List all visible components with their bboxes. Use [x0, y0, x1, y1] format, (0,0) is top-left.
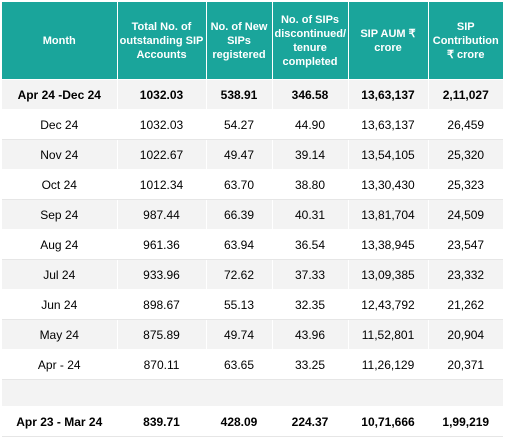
discontinued-sips-cell: 40.31: [272, 199, 349, 230]
table-row: Dec 24 1032.03 54.27 44.90 13,63,137 26,459: [2, 109, 503, 140]
month-cell: Apr - 24: [2, 349, 118, 380]
sip-contribution-cell: 26,459: [428, 109, 503, 140]
outstanding-accounts-cell: 898.67: [117, 289, 207, 320]
previous-year-total-row: Apr 23 - Mar 24 839.71 428.09 224.37 10,71,6…: [2, 406, 503, 437]
sip-contribution-cell: 20,904: [428, 319, 503, 350]
sip-aum-cell: 13,63,137: [348, 79, 429, 110]
new-sips-cell: 63.65: [206, 349, 273, 380]
month-cell: Oct 24: [2, 169, 118, 200]
table-row: Oct 24 1012.34 63.70 38.80 13,30,430 25,323: [2, 169, 503, 200]
new-sips-cell: 49.74: [206, 319, 273, 350]
sip-aum-cell: 13,09,385: [348, 259, 429, 290]
discontinued-sips-cell: 346.58: [272, 79, 349, 110]
discontinued-sips-cell: 36.54: [272, 229, 349, 260]
sip-aum-cell: 13,54,105: [348, 139, 429, 170]
sip-contribution-cell: 20,371: [428, 349, 503, 380]
new-sips-cell: 63.70: [206, 169, 273, 200]
sip-aum-cell: 13,38,945: [348, 229, 429, 260]
new-sips-cell: 63.94: [206, 229, 273, 260]
new-sips-cell: 66.39: [206, 199, 273, 230]
summary-row: Apr 24 -Dec 24 1032.03 538.91 346.58 13,63,1…: [2, 79, 503, 110]
spacer-cell: [2, 379, 503, 407]
sip-aum-cell: 11,52,801: [348, 319, 429, 350]
outstanding-accounts-cell: 987.44: [117, 199, 207, 230]
month-cell: Dec 24: [2, 109, 118, 140]
new-sips-cell: 55.13: [206, 289, 273, 320]
month-cell: Jun 24: [2, 289, 118, 320]
sip-contribution-cell: 23,332: [428, 259, 503, 290]
new-sips-cell: 72.62: [206, 259, 273, 290]
discontinued-sips-cell: 44.90: [272, 109, 349, 140]
table-row: Nov 24 1022.67 49.47 39.14 13,54,105 25,320: [2, 139, 503, 170]
table-row: Aug 24 961.36 63.94 36.54 13,38,945 23,547: [2, 229, 503, 260]
table-row: Jun 24 898.67 55.13 32.35 12,43,792 21,262: [2, 289, 503, 320]
sip-aum-cell: 13,30,430: [348, 169, 429, 200]
header-row: Month Total No. of outstanding SIP Accou…: [2, 2, 503, 80]
sip-aum-cell: 13,63,137: [348, 109, 429, 140]
discontinued-sips-cell: 39.14: [272, 139, 349, 170]
month-cell: Jul 24: [2, 259, 118, 290]
outstanding-accounts-cell: 1032.03: [117, 79, 207, 110]
outstanding-accounts-cell: 839.71: [117, 406, 207, 437]
sip-contribution-cell: 24,509: [428, 199, 503, 230]
discontinued-sips-cell: 37.33: [272, 259, 349, 290]
header-new-sips: No. of New SIPs registered: [206, 2, 273, 80]
header-sip-contribution: SIP Contribution ₹ crore: [428, 2, 503, 80]
table-row: Apr - 24 870.11 63.65 33.25 11,26,129 20,371: [2, 349, 503, 380]
new-sips-cell: 428.09: [206, 406, 273, 437]
sip-contribution-cell: 25,320: [428, 139, 503, 170]
new-sips-cell: 49.47: [206, 139, 273, 170]
outstanding-accounts-cell: 870.11: [117, 349, 207, 380]
month-cell: Aug 24: [2, 229, 118, 260]
sip-contribution-cell: 25,323: [428, 169, 503, 200]
header-month: Month: [2, 2, 118, 80]
discontinued-sips-cell: 33.25: [272, 349, 349, 380]
month-cell: Apr 23 - Mar 24: [2, 406, 118, 437]
header-discontinued-sips: No. of SIPs discontinued/ tenure complet…: [272, 2, 349, 80]
sip-contribution-cell: 1,99,219: [428, 406, 503, 437]
sip-aum-cell: 13,81,704: [348, 199, 429, 230]
sip-aum-cell: 12,43,792: [348, 289, 429, 320]
sip-contribution-cell: 21,262: [428, 289, 503, 320]
sip-contribution-cell: 23,547: [428, 229, 503, 260]
table-body: Apr 24 -Dec 24 1032.03 538.91 346.58 13,63,1…: [2, 79, 503, 437]
month-cell: Nov 24: [2, 139, 118, 170]
sip-aum-cell: 11,26,129: [348, 349, 429, 380]
outstanding-accounts-cell: 1012.34: [117, 169, 207, 200]
new-sips-cell: 538.91: [206, 79, 273, 110]
new-sips-cell: 54.27: [206, 109, 273, 140]
spacer-row: [2, 379, 503, 407]
discontinued-sips-cell: 224.37: [272, 406, 349, 437]
discontinued-sips-cell: 32.35: [272, 289, 349, 320]
month-cell: May 24: [2, 319, 118, 350]
table-row: May 24 875.89 49.74 43.96 11,52,801 20,904: [2, 319, 503, 350]
outstanding-accounts-cell: 875.89: [117, 319, 207, 350]
month-cell: Apr 24 -Dec 24: [2, 79, 118, 110]
outstanding-accounts-cell: 933.96: [117, 259, 207, 290]
table-row: Sep 24 987.44 66.39 40.31 13,81,704 24,509: [2, 199, 503, 230]
discontinued-sips-cell: 38.80: [272, 169, 349, 200]
outstanding-accounts-cell: 961.36: [117, 229, 207, 260]
header-sip-aum: SIP AUM ₹ crore: [348, 2, 429, 80]
outstanding-accounts-cell: 1032.03: [117, 109, 207, 140]
header-outstanding-accounts: Total No. of outstanding SIP Accounts: [117, 2, 207, 80]
outstanding-accounts-cell: 1022.67: [117, 139, 207, 170]
sip-aum-cell: 10,71,666: [348, 406, 429, 437]
discontinued-sips-cell: 43.96: [272, 319, 349, 350]
sip-contribution-cell: 2,11,027: [428, 79, 503, 110]
table-row: Jul 24 933.96 72.62 37.33 13,09,385 23,332: [2, 259, 503, 290]
month-cell: Sep 24: [2, 199, 118, 230]
